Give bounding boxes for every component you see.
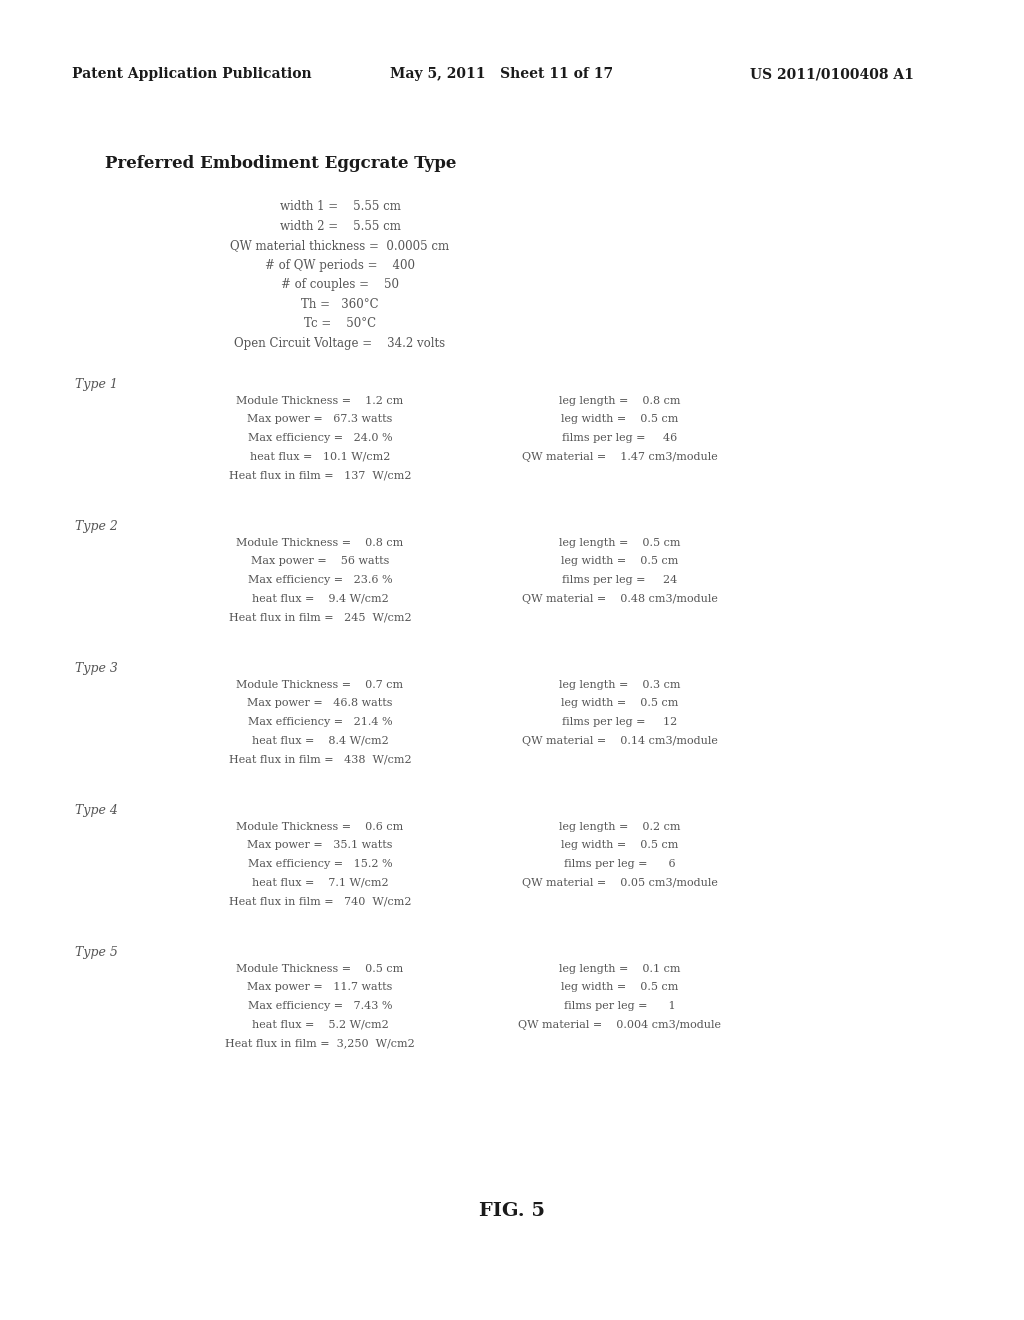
Text: Max power =   35.1 watts: Max power = 35.1 watts bbox=[247, 841, 393, 850]
Text: leg length =    0.5 cm: leg length = 0.5 cm bbox=[559, 539, 681, 548]
Text: Max power =    56 watts: Max power = 56 watts bbox=[251, 557, 389, 566]
Text: leg width =    0.5 cm: leg width = 0.5 cm bbox=[561, 414, 679, 425]
Text: Patent Application Publication: Patent Application Publication bbox=[72, 67, 311, 81]
Text: Max efficiency =   21.4 %: Max efficiency = 21.4 % bbox=[248, 717, 392, 727]
Text: Max power =   67.3 watts: Max power = 67.3 watts bbox=[248, 414, 392, 425]
Text: Module Thickness =    0.7 cm: Module Thickness = 0.7 cm bbox=[237, 680, 403, 690]
Text: films per leg =      1: films per leg = 1 bbox=[564, 1001, 676, 1011]
Text: Open Circuit Voltage =    34.2 volts: Open Circuit Voltage = 34.2 volts bbox=[234, 337, 445, 350]
Text: leg width =    0.5 cm: leg width = 0.5 cm bbox=[561, 557, 679, 566]
Text: Th =   360°C: Th = 360°C bbox=[301, 297, 379, 310]
Text: leg width =    0.5 cm: leg width = 0.5 cm bbox=[561, 841, 679, 850]
Text: Type 5: Type 5 bbox=[75, 946, 118, 960]
Text: heat flux =   10.1 W/cm2: heat flux = 10.1 W/cm2 bbox=[250, 451, 390, 462]
Text: Tc =    50°C: Tc = 50°C bbox=[304, 317, 376, 330]
Text: heat flux =    7.1 W/cm2: heat flux = 7.1 W/cm2 bbox=[252, 878, 388, 887]
Text: heat flux =    5.2 W/cm2: heat flux = 5.2 W/cm2 bbox=[252, 1019, 388, 1030]
Text: Preferred Embodiment Eggcrate Type: Preferred Embodiment Eggcrate Type bbox=[105, 154, 457, 172]
Text: width 2 =    5.55 cm: width 2 = 5.55 cm bbox=[280, 219, 400, 232]
Text: FIG. 5: FIG. 5 bbox=[479, 1203, 545, 1220]
Text: Type 4: Type 4 bbox=[75, 804, 118, 817]
Text: heat flux =    8.4 W/cm2: heat flux = 8.4 W/cm2 bbox=[252, 735, 388, 746]
Text: # of QW periods =    400: # of QW periods = 400 bbox=[265, 259, 415, 272]
Text: Module Thickness =    0.8 cm: Module Thickness = 0.8 cm bbox=[237, 539, 403, 548]
Text: leg length =    0.1 cm: leg length = 0.1 cm bbox=[559, 964, 681, 974]
Text: Max power =   46.8 watts: Max power = 46.8 watts bbox=[247, 698, 393, 709]
Text: Max efficiency =   7.43 %: Max efficiency = 7.43 % bbox=[248, 1001, 392, 1011]
Text: QW material =    0.05 cm3/module: QW material = 0.05 cm3/module bbox=[522, 878, 718, 887]
Text: Module Thickness =    1.2 cm: Module Thickness = 1.2 cm bbox=[237, 396, 403, 407]
Text: Heat flux in film =   438  W/cm2: Heat flux in film = 438 W/cm2 bbox=[228, 754, 412, 764]
Text: Type 1: Type 1 bbox=[75, 378, 118, 391]
Text: leg length =    0.8 cm: leg length = 0.8 cm bbox=[559, 396, 681, 407]
Text: leg length =    0.3 cm: leg length = 0.3 cm bbox=[559, 680, 681, 690]
Text: QW material =    1.47 cm3/module: QW material = 1.47 cm3/module bbox=[522, 451, 718, 462]
Text: width 1 =    5.55 cm: width 1 = 5.55 cm bbox=[280, 201, 400, 213]
Text: leg length =    0.2 cm: leg length = 0.2 cm bbox=[559, 822, 681, 832]
Text: films per leg =      6: films per leg = 6 bbox=[564, 859, 676, 869]
Text: Type 2: Type 2 bbox=[75, 520, 118, 533]
Text: Heat flux in film =  3,250  W/cm2: Heat flux in film = 3,250 W/cm2 bbox=[225, 1038, 415, 1048]
Text: heat flux =    9.4 W/cm2: heat flux = 9.4 W/cm2 bbox=[252, 594, 388, 603]
Text: # of couples =    50: # of couples = 50 bbox=[281, 279, 399, 290]
Text: Heat flux in film =   740  W/cm2: Heat flux in film = 740 W/cm2 bbox=[228, 896, 412, 906]
Text: May 5, 2011   Sheet 11 of 17: May 5, 2011 Sheet 11 of 17 bbox=[390, 67, 613, 81]
Text: Module Thickness =    0.6 cm: Module Thickness = 0.6 cm bbox=[237, 822, 403, 832]
Text: films per leg =     12: films per leg = 12 bbox=[562, 717, 678, 727]
Text: Max efficiency =   15.2 %: Max efficiency = 15.2 % bbox=[248, 859, 392, 869]
Text: Heat flux in film =   245  W/cm2: Heat flux in film = 245 W/cm2 bbox=[228, 612, 412, 622]
Text: leg width =    0.5 cm: leg width = 0.5 cm bbox=[561, 982, 679, 993]
Text: QW material =    0.14 cm3/module: QW material = 0.14 cm3/module bbox=[522, 735, 718, 746]
Text: leg width =    0.5 cm: leg width = 0.5 cm bbox=[561, 698, 679, 709]
Text: US 2011/0100408 A1: US 2011/0100408 A1 bbox=[750, 67, 913, 81]
Text: films per leg =     24: films per leg = 24 bbox=[562, 576, 678, 585]
Text: Heat flux in film =   137  W/cm2: Heat flux in film = 137 W/cm2 bbox=[228, 470, 412, 480]
Text: Module Thickness =    0.5 cm: Module Thickness = 0.5 cm bbox=[237, 964, 403, 974]
Text: Type 3: Type 3 bbox=[75, 663, 118, 675]
Text: QW material =    0.48 cm3/module: QW material = 0.48 cm3/module bbox=[522, 594, 718, 603]
Text: Max power =   11.7 watts: Max power = 11.7 watts bbox=[248, 982, 392, 993]
Text: Max efficiency =   24.0 %: Max efficiency = 24.0 % bbox=[248, 433, 392, 444]
Text: QW material =    0.004 cm3/module: QW material = 0.004 cm3/module bbox=[518, 1019, 722, 1030]
Text: films per leg =     46: films per leg = 46 bbox=[562, 433, 678, 444]
Text: Max efficiency =   23.6 %: Max efficiency = 23.6 % bbox=[248, 576, 392, 585]
Text: QW material thickness =  0.0005 cm: QW material thickness = 0.0005 cm bbox=[230, 239, 450, 252]
